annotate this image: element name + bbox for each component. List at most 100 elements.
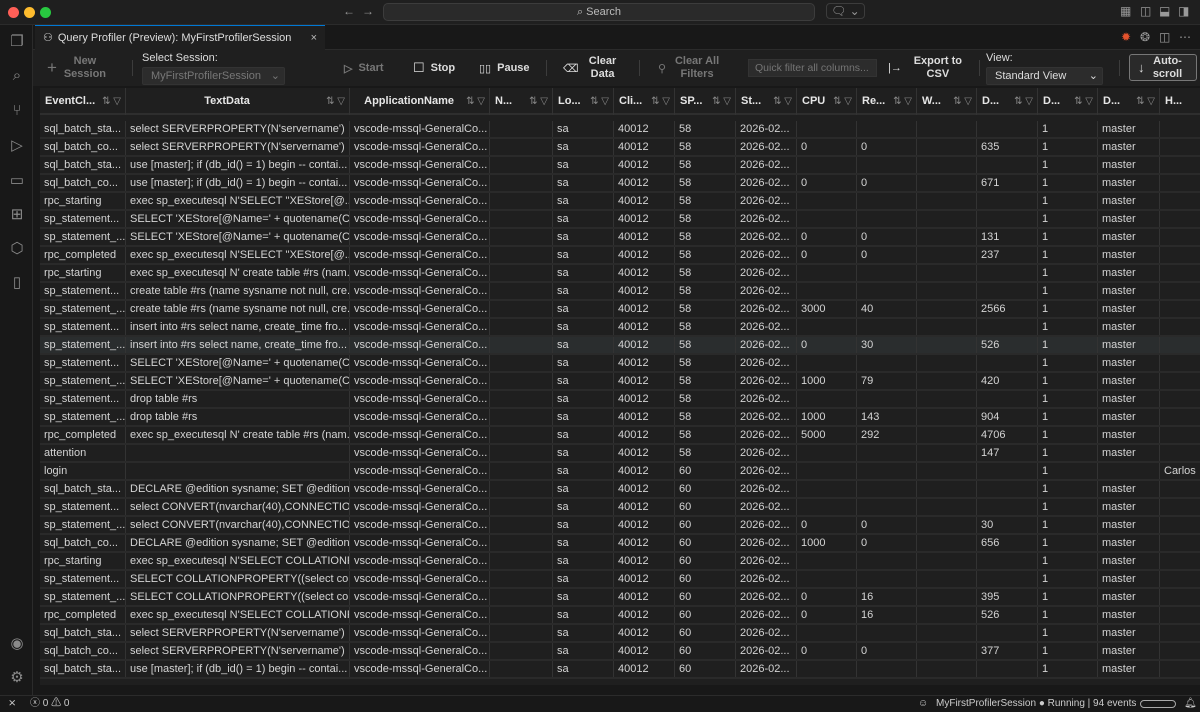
table-row[interactable]: sql_batch_co... select SERVERPROPERTY(N's… (40, 139, 1200, 157)
table-row[interactable]: sql_batch_sta... use [master]; if (db_id(… (40, 661, 1200, 679)
profiler-session-status[interactable]: MyFirstProfilerSession ● Running | 94 ev… (936, 698, 1137, 709)
table-row[interactable]: rpc_starting exec sp_executesql N'SELECT … (40, 553, 1200, 571)
pause-button[interactable]: ▯▯ Pause (479, 62, 530, 75)
sort-filter-icon[interactable]: ⇅ ▽ (1074, 96, 1093, 107)
column-header-reads[interactable]: Re... ⇅ ▽ (857, 88, 917, 115)
back-arrow-icon[interactable]: ← (343, 4, 355, 18)
customize-layout-icon[interactable]: ▦ (1120, 4, 1132, 18)
table-row[interactable]: sp_statement_... drop table #rs vscode-mss… (40, 409, 1200, 427)
column-header-application-name[interactable]: ApplicationName ⇅ ▽ (350, 88, 490, 115)
explorer-icon[interactable]: ❐ (10, 33, 24, 50)
column-header-nt-user[interactable]: N... ⇅ ▽ (490, 88, 553, 115)
remote-icon[interactable]: ⨯ (8, 698, 17, 709)
more-actions-icon[interactable]: ⋯ (1179, 30, 1191, 44)
table-row[interactable]: sp_statement... insert into #rs select na… (40, 319, 1200, 337)
table-row[interactable]: attention vscode-mssql-GeneralCo... sa 4001… (40, 445, 1200, 463)
extension-bug-icon[interactable]: ✹ (1121, 30, 1132, 44)
sort-filter-icon[interactable]: ⇅ ▽ (529, 96, 548, 107)
table-row[interactable]: sp_statement_... insert into #rs select n… (40, 337, 1200, 355)
session-select[interactable]: MyFirstProfilerSession ⌄ (142, 67, 285, 85)
forward-arrow-icon[interactable]: → (362, 4, 374, 18)
close-tab-button[interactable]: × (310, 32, 317, 44)
column-header-text-data[interactable]: TextData ⇅ ▽ (126, 88, 350, 115)
sort-filter-icon[interactable]: ⇅ ▽ (651, 96, 670, 107)
quick-filter-input[interactable] (748, 59, 877, 77)
sort-filter-icon[interactable]: ⇅ ▽ (833, 96, 852, 107)
start-button[interactable]: ▷ Start (344, 62, 384, 75)
column-header-database-id[interactable]: D... ⇅ ▽ (1038, 88, 1098, 115)
table-row[interactable]: sp_statement... create table #rs (name sy… (40, 283, 1200, 301)
book-icon[interactable]: ▯ (12, 274, 22, 291)
table-row[interactable]: rpc_completed exec sp_executesql N' creat… (40, 427, 1200, 445)
run-debug-icon[interactable]: ▷ (11, 137, 23, 154)
toggle-secondary-sidebar-icon[interactable]: ◨ (1178, 4, 1190, 18)
sort-filter-icon[interactable]: ⇅ ▽ (953, 96, 972, 107)
column-header-login[interactable]: Lo... ⇅ ▽ (553, 88, 614, 115)
sort-filter-icon[interactable]: ⇅ ▽ (102, 96, 121, 107)
stop-button[interactable]: ☐ Stop (413, 60, 456, 75)
toggle-sidebar-icon[interactable]: ◫ (1140, 4, 1152, 18)
maximize-window-button[interactable] (40, 7, 51, 18)
column-header-duration[interactable]: D... ⇅ ▽ (977, 88, 1038, 115)
split-editor-icon[interactable]: ◫ (1159, 30, 1171, 44)
source-control-icon[interactable]: ⑂ (12, 102, 22, 119)
minimize-window-button[interactable] (24, 7, 35, 18)
column-header-writes[interactable]: W... ⇅ ▽ (917, 88, 977, 115)
table-row[interactable]: sql_batch_sta... DECLARE @edition sysname… (40, 481, 1200, 499)
sort-filter-icon[interactable]: ⇅ ▽ (466, 96, 485, 107)
notifications-bell-icon[interactable]: 🔔︎ (1184, 698, 1197, 709)
copilot-icon[interactable]: ☺ (918, 698, 929, 709)
table-row[interactable]: sql_batch_co... DECLARE @edition sysname;… (40, 535, 1200, 553)
sort-filter-icon[interactable]: ⇅ ▽ (326, 96, 345, 107)
clear-data-button[interactable]: ⌫ Clear Data (563, 55, 617, 80)
account-icon[interactable]: ◉ (10, 635, 24, 652)
table-row[interactable]: sql_batch_sta... use [master]; if (db_id(… (40, 157, 1200, 175)
column-header-database-name[interactable]: D... ⇅ ▽ (1098, 88, 1160, 115)
column-header-start-time[interactable]: St... ⇅ ▽ (736, 88, 797, 115)
sort-filter-icon[interactable]: ⇅ ▽ (1136, 96, 1155, 107)
sort-filter-icon[interactable]: ⇅ ▽ (773, 96, 792, 107)
sort-filter-icon[interactable]: ⇅ ▽ (893, 96, 912, 107)
gear-icon[interactable]: ⚙ (10, 669, 24, 686)
table-row[interactable]: sp_statement_... SELECT 'XEStore[@Name=' … (40, 229, 1200, 247)
column-header-host-name[interactable]: H...⇅ ▽ (1160, 88, 1200, 115)
table-row[interactable]: rpc_starting exec sp_executesql N'SELECT … (40, 193, 1200, 211)
extensions-icon[interactable]: ⊞ (10, 206, 24, 223)
table-row[interactable]: sql_batch_co... use [master]; if (db_id()… (40, 175, 1200, 193)
copilot-chat-icon[interactable]: 🗨 ⌄ (826, 3, 865, 19)
problems-indicator[interactable]: ⓧ 0 ⚠ 0 (30, 698, 70, 709)
sort-filter-icon[interactable]: ⇅ ▽ (1014, 96, 1033, 107)
export-csv-button[interactable]: |→ Export to CSV (888, 55, 962, 80)
table-row[interactable]: login vscode-mssql-GeneralCo... sa 40012 60 2… (40, 463, 1200, 481)
search-icon[interactable]: ⌕ (12, 67, 22, 84)
column-header-spid[interactable]: SP... ⇅ ▽ (675, 88, 736, 115)
sort-filter-icon[interactable]: ⇅ ▽ (712, 96, 731, 107)
openai-icon[interactable]: ❂ (1140, 30, 1151, 44)
command-search[interactable]: ⌕ Search (383, 3, 815, 21)
table-row[interactable]: sql_batch_co... select SERVERPROPERTY(N's… (40, 643, 1200, 661)
table-row[interactable]: sp_statement... drop table #rs vscode-mssq… (40, 391, 1200, 409)
table-row[interactable]: sp_statement_... select CONVERT(nvarchar(… (40, 517, 1200, 535)
tab-query-profiler[interactable]: ⚇ Query Profiler (Preview): MyFirstProfil… (35, 25, 325, 50)
clear-all-filters-button[interactable]: ⚲ Clear All Filters (658, 55, 720, 80)
column-header-client-process[interactable]: Cli... ⇅ ▽ (614, 88, 675, 115)
table-row[interactable]: sp_statement_... SELECT 'XEStore[@Name=' … (40, 373, 1200, 391)
remote-explorer-icon[interactable]: ▭ (9, 172, 25, 189)
table-row[interactable]: sql_batch_sta... select SERVERPROPERTY(N'… (40, 121, 1200, 139)
table-row[interactable]: sp_statement... SELECT 'XEStore[@Name=' +… (40, 355, 1200, 373)
autoscroll-toggle[interactable]: ↓ Auto-scroll (1129, 54, 1197, 81)
new-session-button[interactable]: + New Session (47, 55, 107, 80)
column-header-cpu[interactable]: CPU ⇅ ▽ (797, 88, 857, 115)
table-row[interactable]: sp_statement... SELECT COLLATIONPROPERTY(… (40, 571, 1200, 589)
view-select[interactable]: Standard View ⌄ (986, 67, 1103, 85)
table-row[interactable]: sql_batch_sta... select SERVERPROPERTY(N'… (40, 625, 1200, 643)
table-row[interactable]: rpc_starting exec sp_executesql N' create… (40, 265, 1200, 283)
table-row[interactable]: sp_statement_... create table #rs (name s… (40, 301, 1200, 319)
column-header-event-class[interactable]: EventCl... ⇅ ▽ (40, 88, 126, 115)
table-row[interactable]: sp_statement_... SELECT COLLATIONPROPERTY… (40, 589, 1200, 607)
table-row[interactable]: sp_statement... select CONVERT(nvarchar(4… (40, 499, 1200, 517)
toggle-panel-icon[interactable]: ⬓ (1159, 4, 1171, 18)
close-window-button[interactable] (8, 7, 19, 18)
table-row[interactable]: rpc_completed exec sp_executesql N'SELECT… (40, 607, 1200, 625)
sql-server-icon[interactable]: ⬡ (10, 240, 24, 257)
